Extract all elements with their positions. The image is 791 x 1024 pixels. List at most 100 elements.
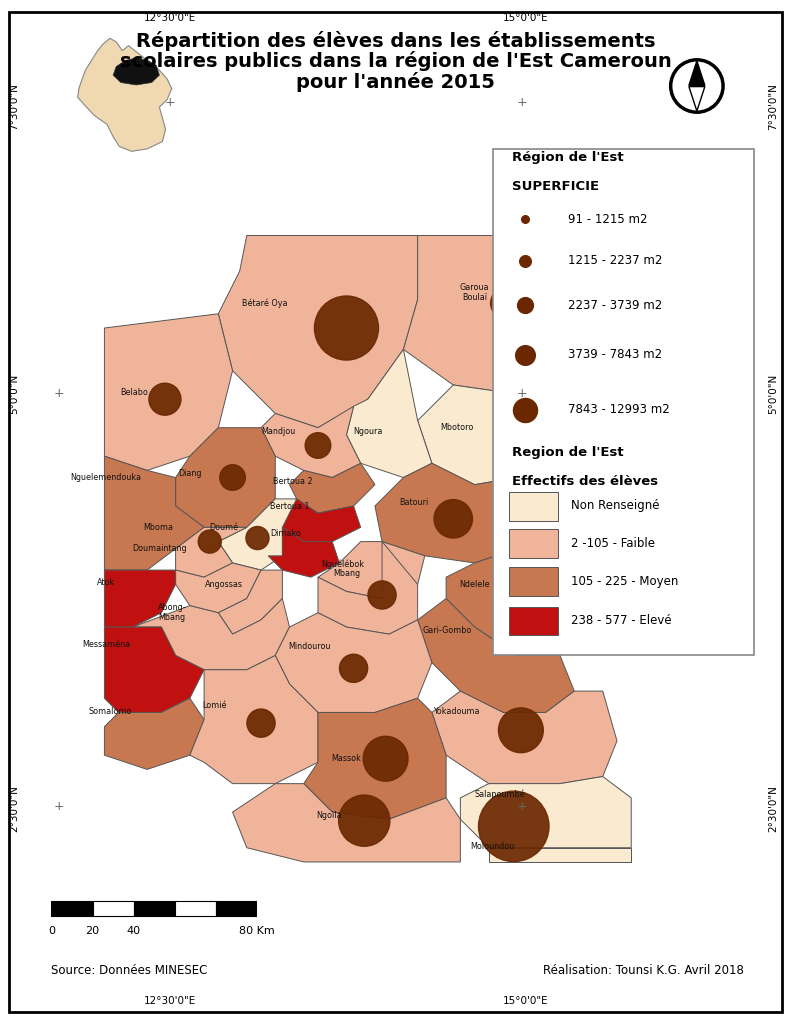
Bar (134, 901, 175, 916)
Circle shape (220, 465, 245, 490)
Polygon shape (218, 499, 297, 570)
Point (519, 297, 532, 313)
Circle shape (363, 736, 408, 781)
Text: +: + (165, 96, 176, 109)
Polygon shape (689, 87, 705, 111)
Text: +: + (517, 96, 528, 109)
Polygon shape (218, 236, 418, 428)
Point (519, 253, 532, 269)
Circle shape (339, 795, 390, 846)
Circle shape (305, 433, 331, 459)
Text: Région de l'Est: Région de l'Est (512, 152, 623, 164)
Circle shape (490, 287, 523, 319)
Circle shape (498, 708, 543, 753)
Polygon shape (418, 599, 574, 713)
Text: Atok: Atok (97, 579, 115, 588)
Polygon shape (176, 428, 275, 527)
Text: Non Renseigné: Non Renseigné (571, 500, 660, 512)
FancyBboxPatch shape (493, 148, 754, 655)
Text: Nguelemendouka: Nguelemendouka (70, 473, 142, 482)
Polygon shape (190, 655, 318, 783)
Circle shape (339, 654, 368, 682)
Text: 7°30'0"N: 7°30'0"N (9, 83, 19, 130)
Text: Répartition des élèves dans les établissements: Répartition des élèves dans les établiss… (136, 31, 655, 51)
Text: scolaires publics dans la région de l'Est Cameroun: scolaires publics dans la région de l'Es… (119, 51, 672, 72)
Polygon shape (304, 698, 446, 819)
Text: 2237 - 3739 m2: 2237 - 3739 m2 (569, 299, 663, 312)
Text: +: + (54, 801, 65, 813)
Text: Dimako: Dimako (271, 528, 301, 538)
Text: Ngoïla: Ngoïla (316, 811, 342, 820)
Point (519, 347, 532, 364)
Text: Effectifs des élèves: Effectifs des élèves (512, 475, 658, 488)
Text: 7°30'0"N: 7°30'0"N (769, 83, 778, 130)
Text: Nguélébok: Nguélébok (321, 560, 365, 569)
Circle shape (368, 581, 396, 609)
Text: 20: 20 (85, 926, 100, 936)
Text: Mbotoro: Mbotoro (440, 423, 474, 432)
Circle shape (247, 709, 275, 737)
Polygon shape (261, 407, 361, 477)
Text: Bertoua 1: Bertoua 1 (270, 502, 309, 511)
Circle shape (149, 383, 181, 416)
Polygon shape (517, 428, 631, 585)
Polygon shape (104, 627, 204, 713)
Text: Salapoumbé: Salapoumbé (474, 790, 525, 799)
Polygon shape (689, 61, 705, 85)
Circle shape (479, 792, 549, 861)
FancyBboxPatch shape (509, 567, 558, 596)
Text: +: + (517, 387, 528, 399)
Text: Belabo: Belabo (120, 388, 148, 396)
FancyBboxPatch shape (509, 606, 558, 636)
Text: Réalisation: Tounsi K.G. Avril 2018: Réalisation: Tounsi K.G. Avril 2018 (543, 965, 744, 977)
Polygon shape (503, 313, 603, 442)
Text: 15°0'0"E: 15°0'0"E (503, 996, 549, 1007)
Text: Doumaintang: Doumaintang (133, 544, 187, 553)
Bar (93, 901, 134, 916)
Text: Moloundou: Moloundou (471, 842, 514, 851)
Polygon shape (275, 612, 432, 713)
Point (519, 401, 532, 418)
Text: Somalomo: Somalomo (89, 707, 132, 716)
Text: 0: 0 (48, 926, 55, 936)
FancyBboxPatch shape (509, 529, 558, 558)
Point (519, 211, 532, 227)
Circle shape (314, 296, 379, 360)
Polygon shape (418, 385, 532, 484)
Text: pour l'année 2015: pour l'année 2015 (296, 72, 495, 92)
Polygon shape (233, 783, 460, 862)
Bar (175, 901, 216, 916)
Polygon shape (432, 691, 617, 783)
Text: Mbang: Mbang (333, 569, 360, 579)
Text: Kigné: Kigné (535, 387, 557, 397)
Text: Region de l'Est: Region de l'Est (512, 446, 623, 460)
Text: Ndelele: Ndelele (460, 580, 490, 589)
Text: Mindourou: Mindourou (288, 642, 331, 651)
Polygon shape (104, 456, 204, 570)
Circle shape (199, 530, 221, 553)
Polygon shape (446, 549, 589, 655)
Text: 12°30'0"E: 12°30'0"E (144, 13, 196, 24)
Text: 238 - 577 - Elevé: 238 - 577 - Elevé (571, 614, 672, 628)
Text: 15°0'0"E: 15°0'0"E (503, 13, 549, 24)
Text: Kentzou: Kentzou (526, 519, 558, 528)
Text: Angossas: Angossas (205, 580, 243, 589)
Polygon shape (133, 599, 290, 670)
Polygon shape (346, 349, 432, 477)
Polygon shape (268, 527, 339, 578)
Polygon shape (318, 542, 425, 599)
Text: 1215 - 2237 m2: 1215 - 2237 m2 (569, 255, 663, 267)
Text: Massok: Massok (331, 755, 361, 763)
Text: 40: 40 (127, 926, 141, 936)
Polygon shape (318, 542, 418, 634)
Polygon shape (290, 463, 375, 513)
Polygon shape (282, 499, 361, 542)
Polygon shape (460, 776, 631, 848)
Circle shape (434, 500, 472, 538)
Polygon shape (104, 698, 204, 769)
Text: Yokadouma: Yokadouma (433, 707, 480, 716)
Text: 5°0'0"N: 5°0'0"N (769, 374, 778, 415)
Text: Ngoura: Ngoura (353, 427, 383, 436)
Text: Bétaré Oya: Bétaré Oya (242, 298, 287, 308)
Circle shape (246, 526, 269, 550)
